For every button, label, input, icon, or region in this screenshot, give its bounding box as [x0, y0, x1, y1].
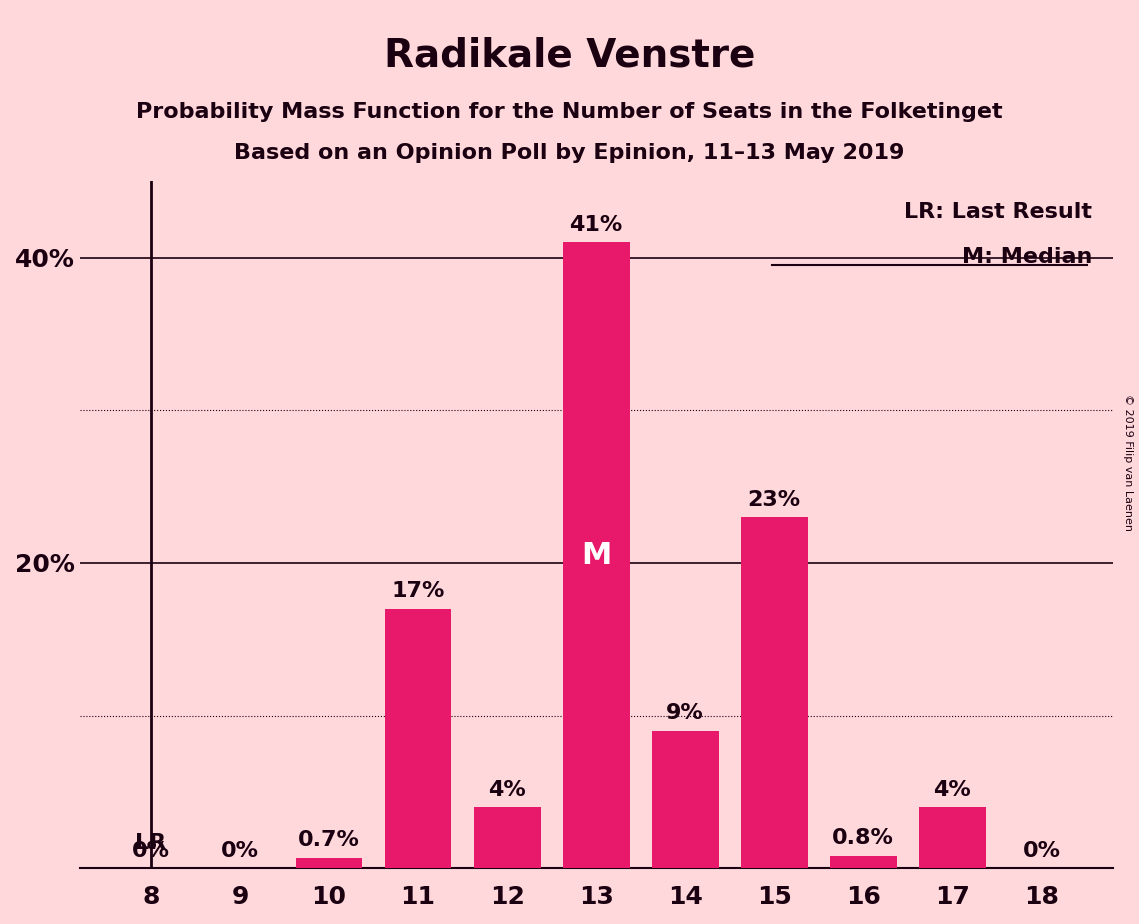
Text: M: M	[581, 541, 612, 570]
Text: 17%: 17%	[392, 581, 444, 602]
Text: 0%: 0%	[132, 841, 170, 860]
Text: Probability Mass Function for the Number of Seats in the Folketinget: Probability Mass Function for the Number…	[137, 102, 1002, 122]
Text: 0.8%: 0.8%	[833, 829, 894, 848]
Bar	[830, 857, 896, 869]
Bar	[919, 808, 985, 869]
Bar	[296, 857, 362, 869]
Text: 0%: 0%	[221, 841, 259, 860]
Text: 41%: 41%	[570, 214, 623, 235]
Text: 4%: 4%	[934, 780, 972, 799]
Bar	[385, 609, 451, 869]
Text: M: Median: M: Median	[961, 247, 1092, 267]
Text: Based on an Opinion Poll by Epinion, 11–13 May 2019: Based on an Opinion Poll by Epinion, 11–…	[235, 143, 904, 164]
Bar	[652, 731, 719, 869]
Text: 0.7%: 0.7%	[298, 830, 360, 850]
Text: LR: Last Result: LR: Last Result	[904, 202, 1092, 222]
Text: 9%: 9%	[666, 703, 704, 723]
Bar	[563, 242, 630, 869]
Text: LR: LR	[136, 833, 166, 853]
Text: 4%: 4%	[489, 780, 526, 799]
Bar	[740, 517, 808, 869]
Text: 0%: 0%	[1023, 841, 1060, 860]
Text: 23%: 23%	[747, 490, 801, 509]
Bar	[474, 808, 541, 869]
Text: Radikale Venstre: Radikale Venstre	[384, 37, 755, 75]
Text: © 2019 Filip van Laenen: © 2019 Filip van Laenen	[1123, 394, 1133, 530]
